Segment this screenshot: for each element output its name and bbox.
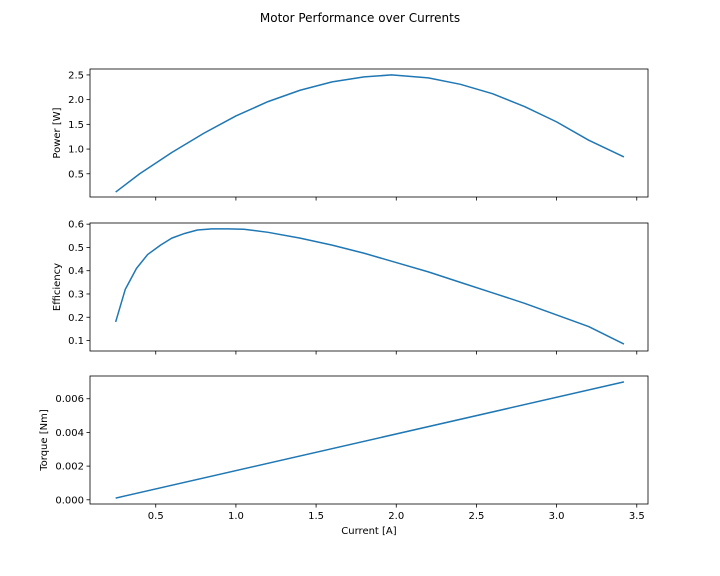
y-tick-label: 0.2 [68,313,84,324]
subplot-1: 0.5 1.0 1.5 2.0 2.5 Power [W] [52,68,649,201]
y-tick-label: 0.002 [55,462,84,473]
y-tick-label: 0.4 [68,266,84,277]
y-tick-label: 1.0 [68,145,84,156]
y-tick-label: 0.5 [68,243,84,254]
x-tick-label: 3.5 [629,511,645,522]
x-tick-label: 2.5 [468,511,484,522]
y-tick-label: 0.000 [55,495,84,506]
axes-frame [89,68,649,198]
axes-frame [89,375,649,505]
x-axis-label: Current [A] [341,526,396,537]
y-tick-label: 0.6 [68,220,84,231]
y-axis-label: Torque [Nm] [39,409,50,472]
axes-frame [89,222,649,352]
y-tick-label: 0.3 [68,289,84,300]
subplot-2: 0.1 0.2 0.3 0.4 0.5 0.6 Efficiency [52,220,649,355]
x-tick-label: 1.0 [228,511,244,522]
series-line [114,228,625,345]
y-tick-label: 0.5 [68,169,84,180]
y-axis-label: Power [W] [52,107,63,158]
y-tick-label: 0.1 [68,336,84,347]
y-tick-label: 1.5 [68,120,84,131]
y-tick-label: 0.006 [55,394,84,405]
y-tick-label: 2.5 [68,70,84,81]
x-tick-label: 2.0 [388,511,404,522]
x-tick-label: 1.5 [308,511,324,522]
x-tick-label: 3.0 [549,511,565,522]
y-tick-label: 0.004 [55,428,84,439]
series-line [115,74,625,193]
series-line [115,381,625,499]
x-tick-label: 0.5 [148,511,164,522]
y-tick-label: 2.0 [68,95,84,106]
y-axis-label: Efficiency [52,263,63,311]
subplot-3: 0.5 1.0 1.5 2.0 2.5 3.0 3.5 0.000 0.002 0.004 0.00… [39,375,649,537]
figure-title: Motor Performance over Currents [260,11,460,25]
